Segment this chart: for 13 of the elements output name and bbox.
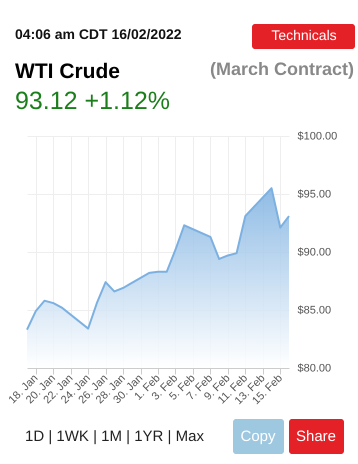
text: 04:06 am CDT 16/02/2022 bbox=[15, 26, 182, 42]
y-tick-label: $100.00 bbox=[298, 130, 338, 142]
text: Copy bbox=[240, 428, 276, 445]
y-tick-label: $80.00 bbox=[298, 362, 332, 374]
chart-title: WTI Crude bbox=[15, 60, 120, 83]
text: Share bbox=[296, 428, 336, 445]
chart-subtitle: (March Contract) bbox=[210, 59, 354, 79]
y-tick-label: $85.00 bbox=[298, 304, 332, 316]
y-tick-label: $90.00 bbox=[298, 246, 332, 258]
text: Technicals bbox=[271, 27, 337, 43]
y-tick-label: $95.00 bbox=[298, 188, 332, 200]
text: 1D | 1WK | 1M | 1YR | Max bbox=[25, 428, 204, 445]
text: 93.12 +1.12% bbox=[15, 87, 170, 115]
